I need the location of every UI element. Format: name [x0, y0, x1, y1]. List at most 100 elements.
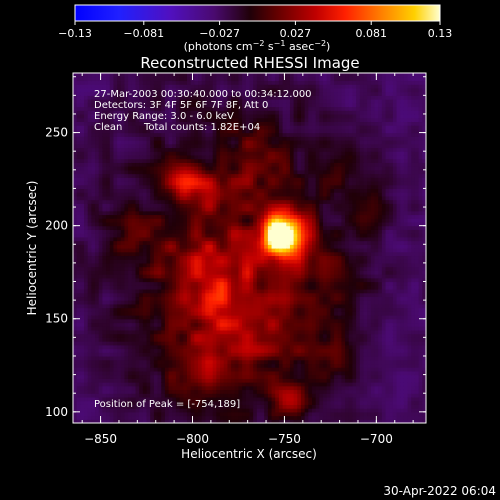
heatmap-cell [164, 117, 170, 123]
heatmap-cell [253, 315, 258, 320]
heatmap-cell [106, 393, 111, 398]
heatmap-cell [238, 195, 243, 201]
heatmap-cell [245, 117, 251, 123]
heatmap-cell [113, 106, 118, 111]
heatmap-cell [98, 303, 104, 309]
heatmap-cell [120, 132, 126, 137]
heatmap-cell [256, 240, 262, 245]
heatmap-cell [117, 352, 122, 357]
heatmap-cell [135, 355, 140, 361]
heatmap-cell [216, 281, 221, 286]
heatmap-cell [209, 393, 214, 398]
heatmap-cell [124, 255, 129, 260]
heatmap-cell [142, 266, 148, 271]
heatmap-cell [220, 233, 225, 238]
heatmap-cell [175, 188, 181, 193]
heatmap-cell [139, 359, 144, 365]
heatmap-cell [231, 389, 236, 394]
heatmap-cell [205, 259, 210, 264]
heatmap-cell [80, 95, 85, 100]
heatmap-cell [227, 396, 232, 402]
heatmap-cell [142, 288, 148, 294]
heatmap-cell [212, 344, 218, 350]
heatmap-cell [242, 132, 247, 137]
heatmap-cell [245, 322, 251, 327]
heatmap-cell [142, 277, 148, 283]
heatmap-cell [238, 244, 243, 249]
colorbar: −0.13 −0.081 −0.027 0.027 0.081 0.13 (photons… [58, 4, 452, 53]
heatmap-cell [135, 262, 140, 268]
heatmap-cell [128, 355, 133, 361]
heatmap-cell [73, 277, 78, 283]
heatmap-cell [106, 315, 111, 320]
heatmap-cell [201, 300, 206, 305]
heatmap-cell [220, 419, 225, 423]
heatmap-cell [142, 207, 148, 212]
heatmap-cell [216, 311, 221, 316]
heatmap-cell [142, 303, 148, 309]
heatmap-cell [98, 367, 104, 372]
heatmap-cell [223, 337, 229, 342]
heatmap-cell [120, 300, 126, 305]
heatmap-cell [76, 415, 81, 420]
heatmap-cell [175, 102, 181, 108]
heatmap-cell [223, 192, 229, 197]
heatmap-cell [238, 262, 243, 268]
heatmap-cell [231, 192, 236, 197]
heatmap-cell [212, 236, 218, 242]
heatmap-cell [205, 236, 210, 242]
heatmap-cell [175, 408, 181, 413]
heatmap-cell [106, 102, 111, 108]
heatmap-cell [124, 408, 129, 413]
heatmap-cell [106, 84, 111, 89]
heatmap-cell [142, 374, 148, 379]
heatmap-cell [186, 370, 192, 376]
heatmap-cell [242, 117, 247, 123]
heatmap-cell [139, 225, 144, 230]
heatmap-cell [168, 177, 173, 182]
heatmap-cell [168, 382, 173, 387]
heatmap-cell [106, 341, 111, 346]
heatmap-cell [231, 348, 236, 353]
heatmap-cell [249, 207, 254, 212]
heatmap-cell [175, 262, 181, 268]
heatmap-cell [109, 140, 115, 145]
heatmap-cell [142, 352, 148, 357]
heatmap-cell [183, 359, 188, 365]
heatmap-cell [131, 348, 137, 353]
heatmap-cell [80, 192, 85, 197]
heatmap-cell [76, 385, 81, 391]
heatmap-cell [223, 322, 229, 327]
heatmap-cell [216, 274, 221, 279]
heatmap-cell [264, 415, 269, 420]
heatmap-cell [245, 367, 251, 372]
heatmap-cell [256, 251, 262, 257]
heatmap-cell [164, 214, 170, 219]
heatmap-cell [220, 363, 225, 368]
heatmap-cell [95, 370, 100, 376]
heatmap-cell [164, 195, 170, 201]
heatmap-cell [80, 370, 85, 376]
heatmap-cell [175, 359, 181, 365]
heatmap-cell [135, 292, 140, 298]
heatmap-cell [73, 203, 78, 208]
heatmap-cell [242, 236, 247, 242]
heatmap-cell [201, 307, 206, 312]
heatmap-cell [113, 151, 118, 156]
heatmap-cell [242, 288, 247, 294]
heatmap-cell [238, 281, 243, 286]
heatmap-cell [216, 80, 221, 85]
heatmap-cell [227, 315, 232, 320]
heatmap-cell [157, 233, 162, 238]
heatmap-cell [234, 236, 240, 242]
heatmap-cell [231, 300, 236, 305]
heatmap-cell [249, 255, 254, 260]
heatmap-cell [168, 322, 173, 327]
heatmap-cell [220, 125, 225, 130]
heatmap-cell [209, 102, 214, 108]
heatmap-cell [201, 396, 206, 402]
heatmap-cell [231, 225, 236, 230]
heatmap-cell [179, 285, 184, 290]
heatmap-cell [139, 352, 144, 357]
heatmap-cell [212, 169, 218, 175]
